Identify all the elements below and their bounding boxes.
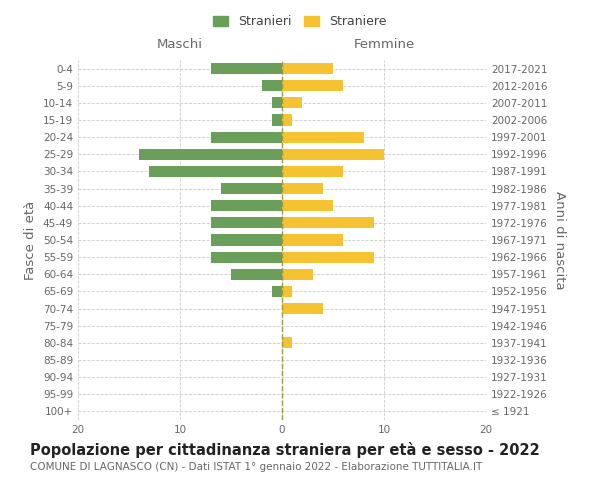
Bar xyxy=(211,63,282,74)
Bar xyxy=(211,234,282,246)
Bar xyxy=(221,183,282,194)
Bar xyxy=(139,148,282,160)
Bar xyxy=(282,166,343,177)
Bar xyxy=(272,98,282,108)
Bar xyxy=(211,200,282,211)
Bar xyxy=(262,80,282,92)
Bar xyxy=(149,166,282,177)
Bar xyxy=(231,268,282,280)
Text: Femmine: Femmine xyxy=(353,38,415,52)
Bar xyxy=(282,303,323,314)
Legend: Stranieri, Straniere: Stranieri, Straniere xyxy=(209,11,391,32)
Bar xyxy=(282,234,343,246)
Bar xyxy=(282,338,292,348)
Bar xyxy=(282,114,292,126)
Bar xyxy=(282,268,313,280)
Bar xyxy=(282,286,292,297)
Bar xyxy=(211,132,282,142)
Text: Maschi: Maschi xyxy=(157,38,203,52)
Y-axis label: Fasce di età: Fasce di età xyxy=(25,200,37,280)
Bar xyxy=(282,132,364,142)
Bar xyxy=(272,114,282,126)
Bar xyxy=(282,252,374,262)
Bar xyxy=(211,218,282,228)
Text: COMUNE DI LAGNASCO (CN) - Dati ISTAT 1° gennaio 2022 - Elaborazione TUTTITALIA.I: COMUNE DI LAGNASCO (CN) - Dati ISTAT 1° … xyxy=(30,462,482,472)
Bar xyxy=(282,183,323,194)
Y-axis label: Anni di nascita: Anni di nascita xyxy=(553,190,566,290)
Bar xyxy=(282,98,302,108)
Bar xyxy=(272,286,282,297)
Text: Popolazione per cittadinanza straniera per età e sesso - 2022: Popolazione per cittadinanza straniera p… xyxy=(30,442,540,458)
Bar xyxy=(282,200,333,211)
Bar xyxy=(282,80,343,92)
Bar xyxy=(282,218,374,228)
Bar xyxy=(282,148,384,160)
Bar xyxy=(211,252,282,262)
Bar xyxy=(282,63,333,74)
